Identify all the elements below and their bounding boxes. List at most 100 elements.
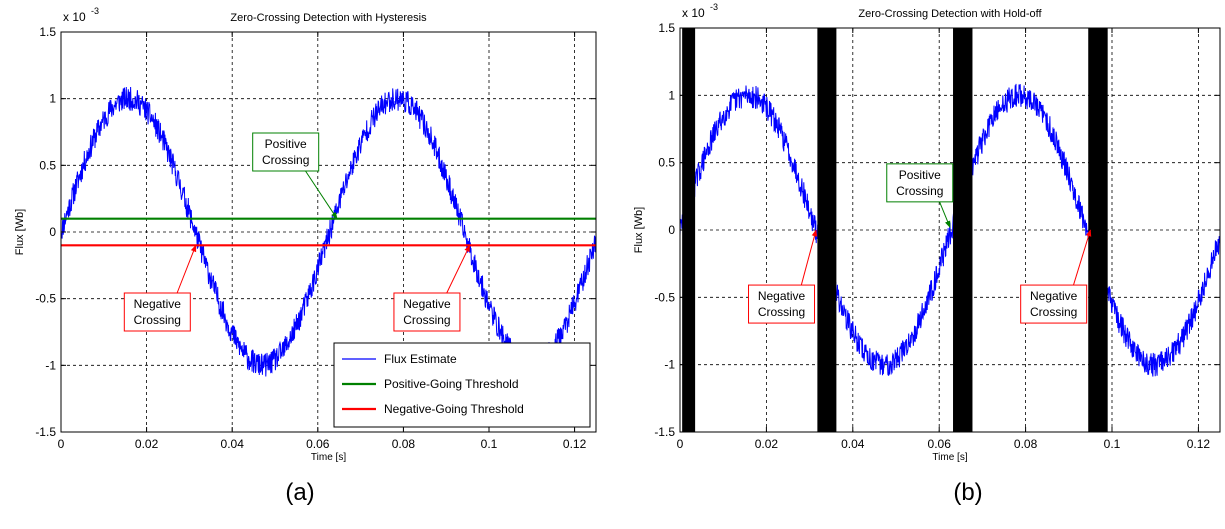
chart-a: 0 0.02 0.04 0.06 0.08 0.1 0.12 -1.5 -1 -0.5 0 0.5 1 1… <box>14 6 597 463</box>
holdoff-label-char: o <box>1095 195 1102 209</box>
x-tick-label: 0.08 <box>392 437 416 451</box>
x-tick-label: 0.12 <box>1187 437 1211 451</box>
annotation-text: Negative <box>758 289 806 303</box>
holdoff-label-char: H <box>684 119 693 133</box>
x-tick-label: 0.06 <box>928 437 952 451</box>
holdoff-label-char: f <box>825 233 829 247</box>
annotation-box <box>123 292 191 332</box>
annotation-arrow <box>305 170 338 220</box>
holdoff-label-char: l <box>826 157 829 171</box>
y-tick-label: 1.5 <box>658 21 675 35</box>
caption-a: (a) <box>285 479 314 506</box>
y-tick-label: 0.5 <box>39 158 56 172</box>
holdoff-label-char: H <box>823 119 832 133</box>
annotation-arrow <box>1073 229 1092 286</box>
legend-box <box>333 342 591 428</box>
x-tick-label: 0.06 <box>306 437 330 451</box>
x-tick-label: 0.1 <box>481 437 498 451</box>
holdoff-label-char: o <box>685 195 692 209</box>
holdoff-label-char: o <box>685 138 692 152</box>
holdoff-region <box>682 28 696 432</box>
holdoff-region <box>953 28 973 432</box>
annotation-arrow <box>176 244 197 294</box>
holdoff-label-char: f <box>687 214 691 228</box>
annotation-box <box>886 163 954 203</box>
x-tick-label: 0 <box>58 437 65 451</box>
legend-label: Negative-Going Threshold <box>384 402 524 416</box>
holdoff-label-char: o <box>959 138 966 152</box>
x-tick-label: 0.12 <box>563 437 587 451</box>
y-tick-label: -1 <box>664 358 675 372</box>
y-tick-label: 1.5 <box>39 25 56 39</box>
chart-title: Zero-Crossing Detection with Hold-off <box>858 8 1042 20</box>
y-axis-label: Flux [Wb] <box>633 207 645 253</box>
holdoff-region <box>1088 28 1108 432</box>
holdoff-label-char: d <box>959 176 966 190</box>
x-tick-label: 0.08 <box>1014 437 1038 451</box>
holdoff-label-char: o <box>824 138 831 152</box>
x-tick-label: 0.04 <box>841 437 865 451</box>
legend-label: Positive-Going Threshold <box>384 377 519 391</box>
x-tick-label: 0.1 <box>1104 437 1121 451</box>
legend-label: Flux Estimate <box>384 352 457 366</box>
x-axis-label: Time [s] <box>932 452 967 463</box>
x-tick-label: 0 <box>677 437 684 451</box>
annotation-box <box>1020 284 1088 324</box>
holdoff-label-char: H <box>958 119 967 133</box>
annotation-arrow <box>939 201 951 228</box>
annotation-text: Negative <box>134 297 182 311</box>
holdoff-label-char: f <box>961 214 965 228</box>
annotation-text: Positive <box>265 137 307 151</box>
x-axis-label: Time [s] <box>311 452 346 463</box>
annotation-text: Crossing <box>896 184 943 198</box>
y-tick-label: -1.5 <box>654 425 675 439</box>
annotation-arrow <box>446 244 471 294</box>
holdoff-label-char: d <box>824 176 831 190</box>
chart-title: Zero-Crossing Detection with Hysteresis <box>230 12 427 24</box>
legend: Flux Estimate Positive-Going Threshold Neg… <box>333 342 591 428</box>
y-tick-label: -1.5 <box>35 425 56 439</box>
y-tick-label: 1 <box>49 92 56 106</box>
annotation-text: Crossing <box>262 153 309 167</box>
x-tick-label: 0.02 <box>135 437 159 451</box>
holdoff-label-char: f <box>1096 233 1100 247</box>
annotation-box <box>252 132 320 172</box>
holdoff-label-char: f <box>961 233 965 247</box>
x-tick-label: 0.04 <box>221 437 245 451</box>
y-tick-label: -0.5 <box>35 292 56 306</box>
y-exponent-label: x 10 <box>682 6 705 20</box>
annotation-box <box>393 292 461 332</box>
y-tick-label: 0 <box>49 225 56 239</box>
holdoff-label-char: l <box>1097 157 1100 171</box>
y-axis-label: Flux [Wb] <box>14 209 26 255</box>
holdoff-label-char: l <box>687 157 690 171</box>
annotation-box <box>748 284 816 324</box>
annotation-text: Crossing <box>403 313 450 327</box>
holdoff-label-char: l <box>961 157 964 171</box>
caption-b: (b) <box>953 479 982 506</box>
holdoff-label-char: d <box>1095 176 1102 190</box>
holdoff-label-char: d <box>685 176 692 190</box>
annotation-text: Crossing <box>134 313 181 327</box>
annotation-text: Negative <box>403 297 451 311</box>
holdoff-label-char: o <box>824 195 831 209</box>
holdoff-label-char: f <box>1096 214 1100 228</box>
y-exponent: -3 <box>710 2 718 12</box>
y-tick-label: 0.5 <box>658 156 675 170</box>
y-exponent-label: x 10 <box>63 10 86 24</box>
holdoff-label-char: o <box>1095 138 1102 152</box>
holdoff-label-char: f <box>825 214 829 228</box>
y-tick-label: -1 <box>45 358 56 372</box>
annotation-text: Negative <box>1030 289 1078 303</box>
annotation-text: Crossing <box>758 305 805 319</box>
y-tick-label: 1 <box>668 88 675 102</box>
annotation-arrow <box>800 229 818 286</box>
y-exponent: -3 <box>91 6 99 16</box>
y-tick-label: -0.5 <box>654 290 675 304</box>
holdoff-label-char: o <box>959 195 966 209</box>
annotation-text: Crossing <box>1030 305 1077 319</box>
holdoff-label-char: H <box>1094 119 1103 133</box>
holdoff-label-char: f <box>687 233 691 247</box>
